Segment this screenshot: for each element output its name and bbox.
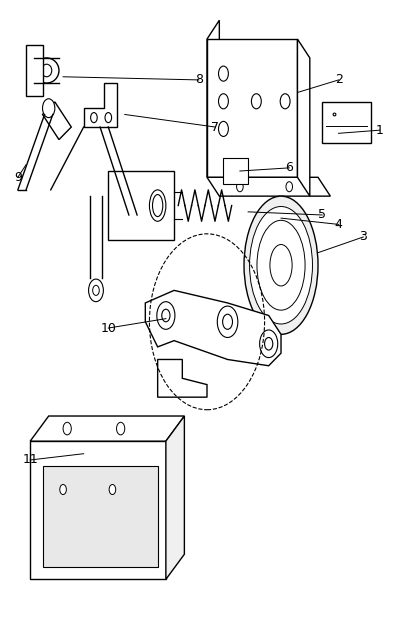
Bar — [223, 158, 247, 184]
Circle shape — [218, 66, 228, 81]
Bar — [108, 171, 174, 240]
Text: 7: 7 — [211, 121, 219, 134]
Circle shape — [88, 279, 103, 302]
Polygon shape — [83, 83, 116, 127]
Circle shape — [105, 112, 112, 122]
Circle shape — [157, 302, 175, 329]
Circle shape — [116, 422, 124, 435]
Circle shape — [161, 309, 170, 322]
Circle shape — [251, 94, 261, 109]
Polygon shape — [206, 20, 219, 177]
Circle shape — [63, 422, 71, 435]
Circle shape — [280, 94, 290, 109]
Ellipse shape — [243, 196, 317, 334]
Circle shape — [236, 182, 242, 192]
Circle shape — [218, 121, 228, 136]
Circle shape — [43, 99, 55, 117]
Polygon shape — [206, 177, 330, 196]
Text: 6: 6 — [285, 162, 292, 174]
Circle shape — [285, 182, 292, 192]
Polygon shape — [26, 45, 43, 96]
Polygon shape — [43, 102, 71, 139]
Circle shape — [59, 485, 66, 495]
Polygon shape — [297, 39, 309, 196]
Ellipse shape — [152, 194, 162, 216]
Circle shape — [218, 94, 228, 109]
Text: 5: 5 — [317, 208, 325, 221]
Circle shape — [109, 485, 115, 495]
Ellipse shape — [41, 64, 52, 77]
Polygon shape — [145, 290, 280, 366]
Text: 8: 8 — [194, 73, 202, 86]
Ellipse shape — [149, 190, 166, 221]
Polygon shape — [157, 360, 206, 397]
Circle shape — [259, 330, 277, 358]
Polygon shape — [30, 441, 166, 579]
Ellipse shape — [256, 220, 304, 310]
Circle shape — [264, 338, 272, 350]
Text: 2: 2 — [334, 73, 342, 86]
Circle shape — [90, 112, 97, 122]
Text: 10: 10 — [100, 322, 116, 334]
Text: 9: 9 — [14, 171, 22, 184]
Text: 3: 3 — [358, 230, 366, 244]
Bar — [321, 102, 370, 143]
Ellipse shape — [34, 58, 59, 83]
Ellipse shape — [269, 244, 292, 286]
Text: 11: 11 — [22, 454, 38, 466]
Polygon shape — [30, 416, 184, 441]
Ellipse shape — [249, 206, 312, 324]
Circle shape — [93, 285, 99, 295]
Text: 4: 4 — [334, 218, 342, 231]
Polygon shape — [206, 39, 297, 177]
Circle shape — [222, 314, 232, 329]
Polygon shape — [166, 416, 184, 579]
Text: 1: 1 — [375, 124, 383, 137]
Circle shape — [217, 306, 237, 338]
Polygon shape — [43, 466, 157, 567]
